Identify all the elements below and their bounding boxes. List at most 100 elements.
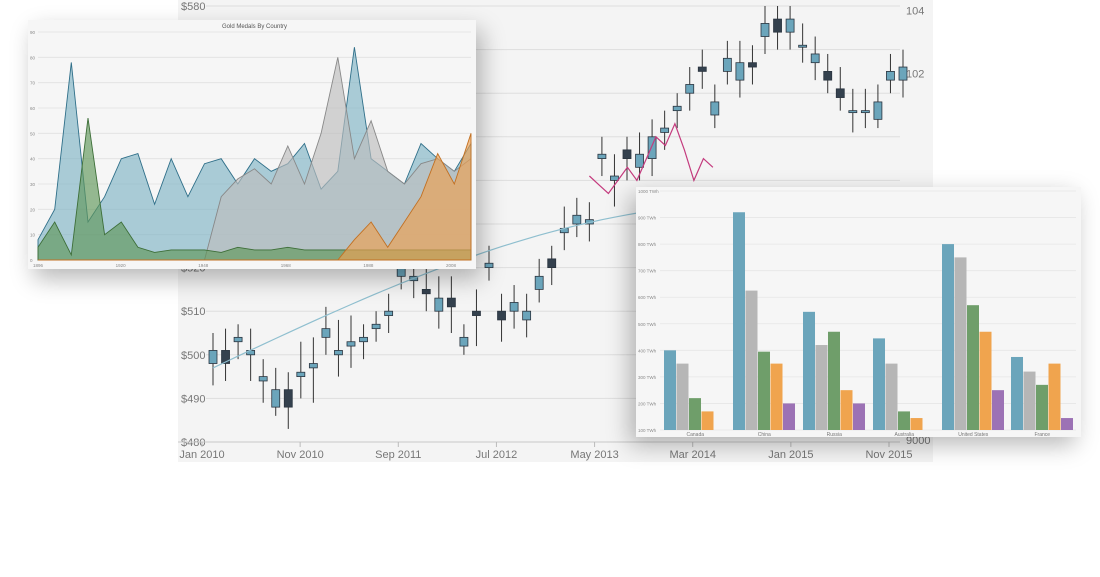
category-label: France bbox=[1034, 432, 1050, 437]
bar bbox=[853, 403, 865, 430]
x-tick-label: 1988 bbox=[363, 263, 374, 268]
x-tick-label: 1948 bbox=[198, 263, 209, 268]
right-tick-label: 104 bbox=[906, 5, 924, 17]
bar bbox=[828, 331, 840, 430]
bar bbox=[770, 363, 783, 430]
bar bbox=[992, 390, 1004, 430]
category-label: United States bbox=[958, 432, 989, 437]
y-tick-label: 900 TWh bbox=[638, 216, 657, 221]
x-tick-label: Nov 2010 bbox=[277, 449, 324, 461]
candle-body bbox=[572, 214, 582, 225]
candle-body bbox=[647, 136, 657, 160]
candle-body bbox=[622, 149, 632, 160]
bar bbox=[898, 411, 910, 430]
y-tick-label: $490 bbox=[181, 393, 205, 405]
x-tick-label: May 2013 bbox=[570, 449, 618, 461]
y-tick-label: $580 bbox=[181, 1, 205, 13]
x-tick-label: 1896 bbox=[33, 263, 44, 268]
candle-body bbox=[221, 350, 230, 364]
candle-body bbox=[660, 127, 670, 133]
bar bbox=[1011, 356, 1023, 430]
candle-body bbox=[835, 88, 845, 98]
candle-body bbox=[773, 18, 782, 33]
bar bbox=[783, 403, 795, 430]
bar bbox=[815, 345, 828, 430]
x-tick-label: Sep 2011 bbox=[375, 449, 421, 461]
bar bbox=[1048, 363, 1061, 430]
candle-body bbox=[534, 275, 544, 290]
y-tick-label: 20 bbox=[30, 207, 36, 212]
y-tick-label: 80 bbox=[30, 55, 36, 60]
bar bbox=[954, 257, 967, 430]
bar bbox=[942, 244, 954, 430]
candle-body bbox=[522, 310, 532, 321]
candle-body bbox=[798, 44, 808, 48]
category-label: China bbox=[758, 432, 771, 437]
y-tick-label: 40 bbox=[30, 157, 36, 162]
candle-body bbox=[823, 71, 833, 81]
category-label: Russia bbox=[827, 432, 843, 437]
area-chart-title: Gold Medals By Country bbox=[222, 24, 287, 30]
candle-body bbox=[346, 341, 356, 347]
y-tick-label: 500 TWh bbox=[638, 322, 657, 327]
x-tick-label: 1968 bbox=[281, 263, 292, 268]
candle-body bbox=[697, 66, 707, 72]
area-plot: Gold Medals By Country 0 10 20 30 40 50 60 70 80 9… bbox=[30, 24, 472, 268]
y-tick-label: 400 TWh bbox=[638, 348, 657, 353]
bar bbox=[689, 398, 701, 430]
candle-body bbox=[848, 110, 858, 114]
candle-body bbox=[296, 371, 306, 377]
candle-body bbox=[810, 53, 820, 64]
candle-body bbox=[610, 175, 619, 181]
candle-body bbox=[685, 84, 695, 94]
bar bbox=[676, 363, 689, 430]
y-tick-label: 50 bbox=[30, 131, 36, 136]
bar bbox=[745, 290, 758, 430]
area-series bbox=[38, 133, 472, 261]
candle-body bbox=[672, 105, 682, 112]
y-tick-label: 10 bbox=[30, 233, 36, 238]
candle-body bbox=[710, 101, 720, 116]
candle-body bbox=[509, 302, 519, 312]
y-tick-label: 600 TWh bbox=[638, 295, 657, 300]
bar bbox=[733, 212, 745, 430]
x-tick-label: Nov 2015 bbox=[865, 449, 912, 461]
candle-body bbox=[271, 389, 281, 408]
bar bbox=[967, 305, 979, 430]
y-tick-label: 0 bbox=[30, 258, 33, 263]
bar bbox=[1061, 418, 1073, 430]
y-tick-label: 200 TWh bbox=[638, 401, 657, 406]
candle-body bbox=[860, 110, 870, 114]
bar bbox=[1023, 371, 1036, 430]
candle-body bbox=[484, 262, 494, 268]
candle-body bbox=[258, 376, 268, 382]
candle-body bbox=[321, 328, 331, 338]
candle-body bbox=[459, 336, 469, 347]
x-tick-label: Jan 2010 bbox=[179, 449, 224, 461]
y-tick-label: 60 bbox=[30, 106, 36, 111]
y-tick-label: 800 TWh bbox=[638, 242, 657, 247]
candle-body bbox=[371, 323, 381, 330]
candle-body bbox=[748, 62, 757, 68]
candle-body bbox=[208, 350, 218, 364]
x-tick-label: Jan 2015 bbox=[768, 449, 813, 461]
candle-body bbox=[886, 71, 895, 81]
bar-chart: 100 TWh 200 TWh 300 TWh 400 TWh 500 TWh 600 T… bbox=[636, 187, 1081, 437]
candle-body bbox=[785, 18, 795, 33]
indicator-line bbox=[588, 122, 714, 195]
y-tick-label: 100 TWh bbox=[638, 428, 657, 433]
candle-body bbox=[735, 62, 745, 81]
candle-body bbox=[873, 101, 883, 120]
x-tick-label: Mar 2014 bbox=[669, 449, 715, 461]
y-tick-label: 1000 TWh bbox=[638, 189, 659, 194]
bar bbox=[803, 311, 815, 430]
y-tick-label: $500 bbox=[181, 350, 205, 362]
candle-body bbox=[384, 310, 394, 316]
y-tick-label: 70 bbox=[30, 81, 36, 86]
category-label: Australia bbox=[895, 432, 915, 437]
y-tick-label: $480 bbox=[181, 437, 205, 449]
bar-plot: 100 TWh 200 TWh 300 TWh 400 TWh 500 TWh 600 T… bbox=[638, 189, 1076, 437]
x-tick-label: 2008 bbox=[446, 263, 457, 268]
bar bbox=[701, 411, 714, 430]
candle-body bbox=[722, 57, 732, 72]
